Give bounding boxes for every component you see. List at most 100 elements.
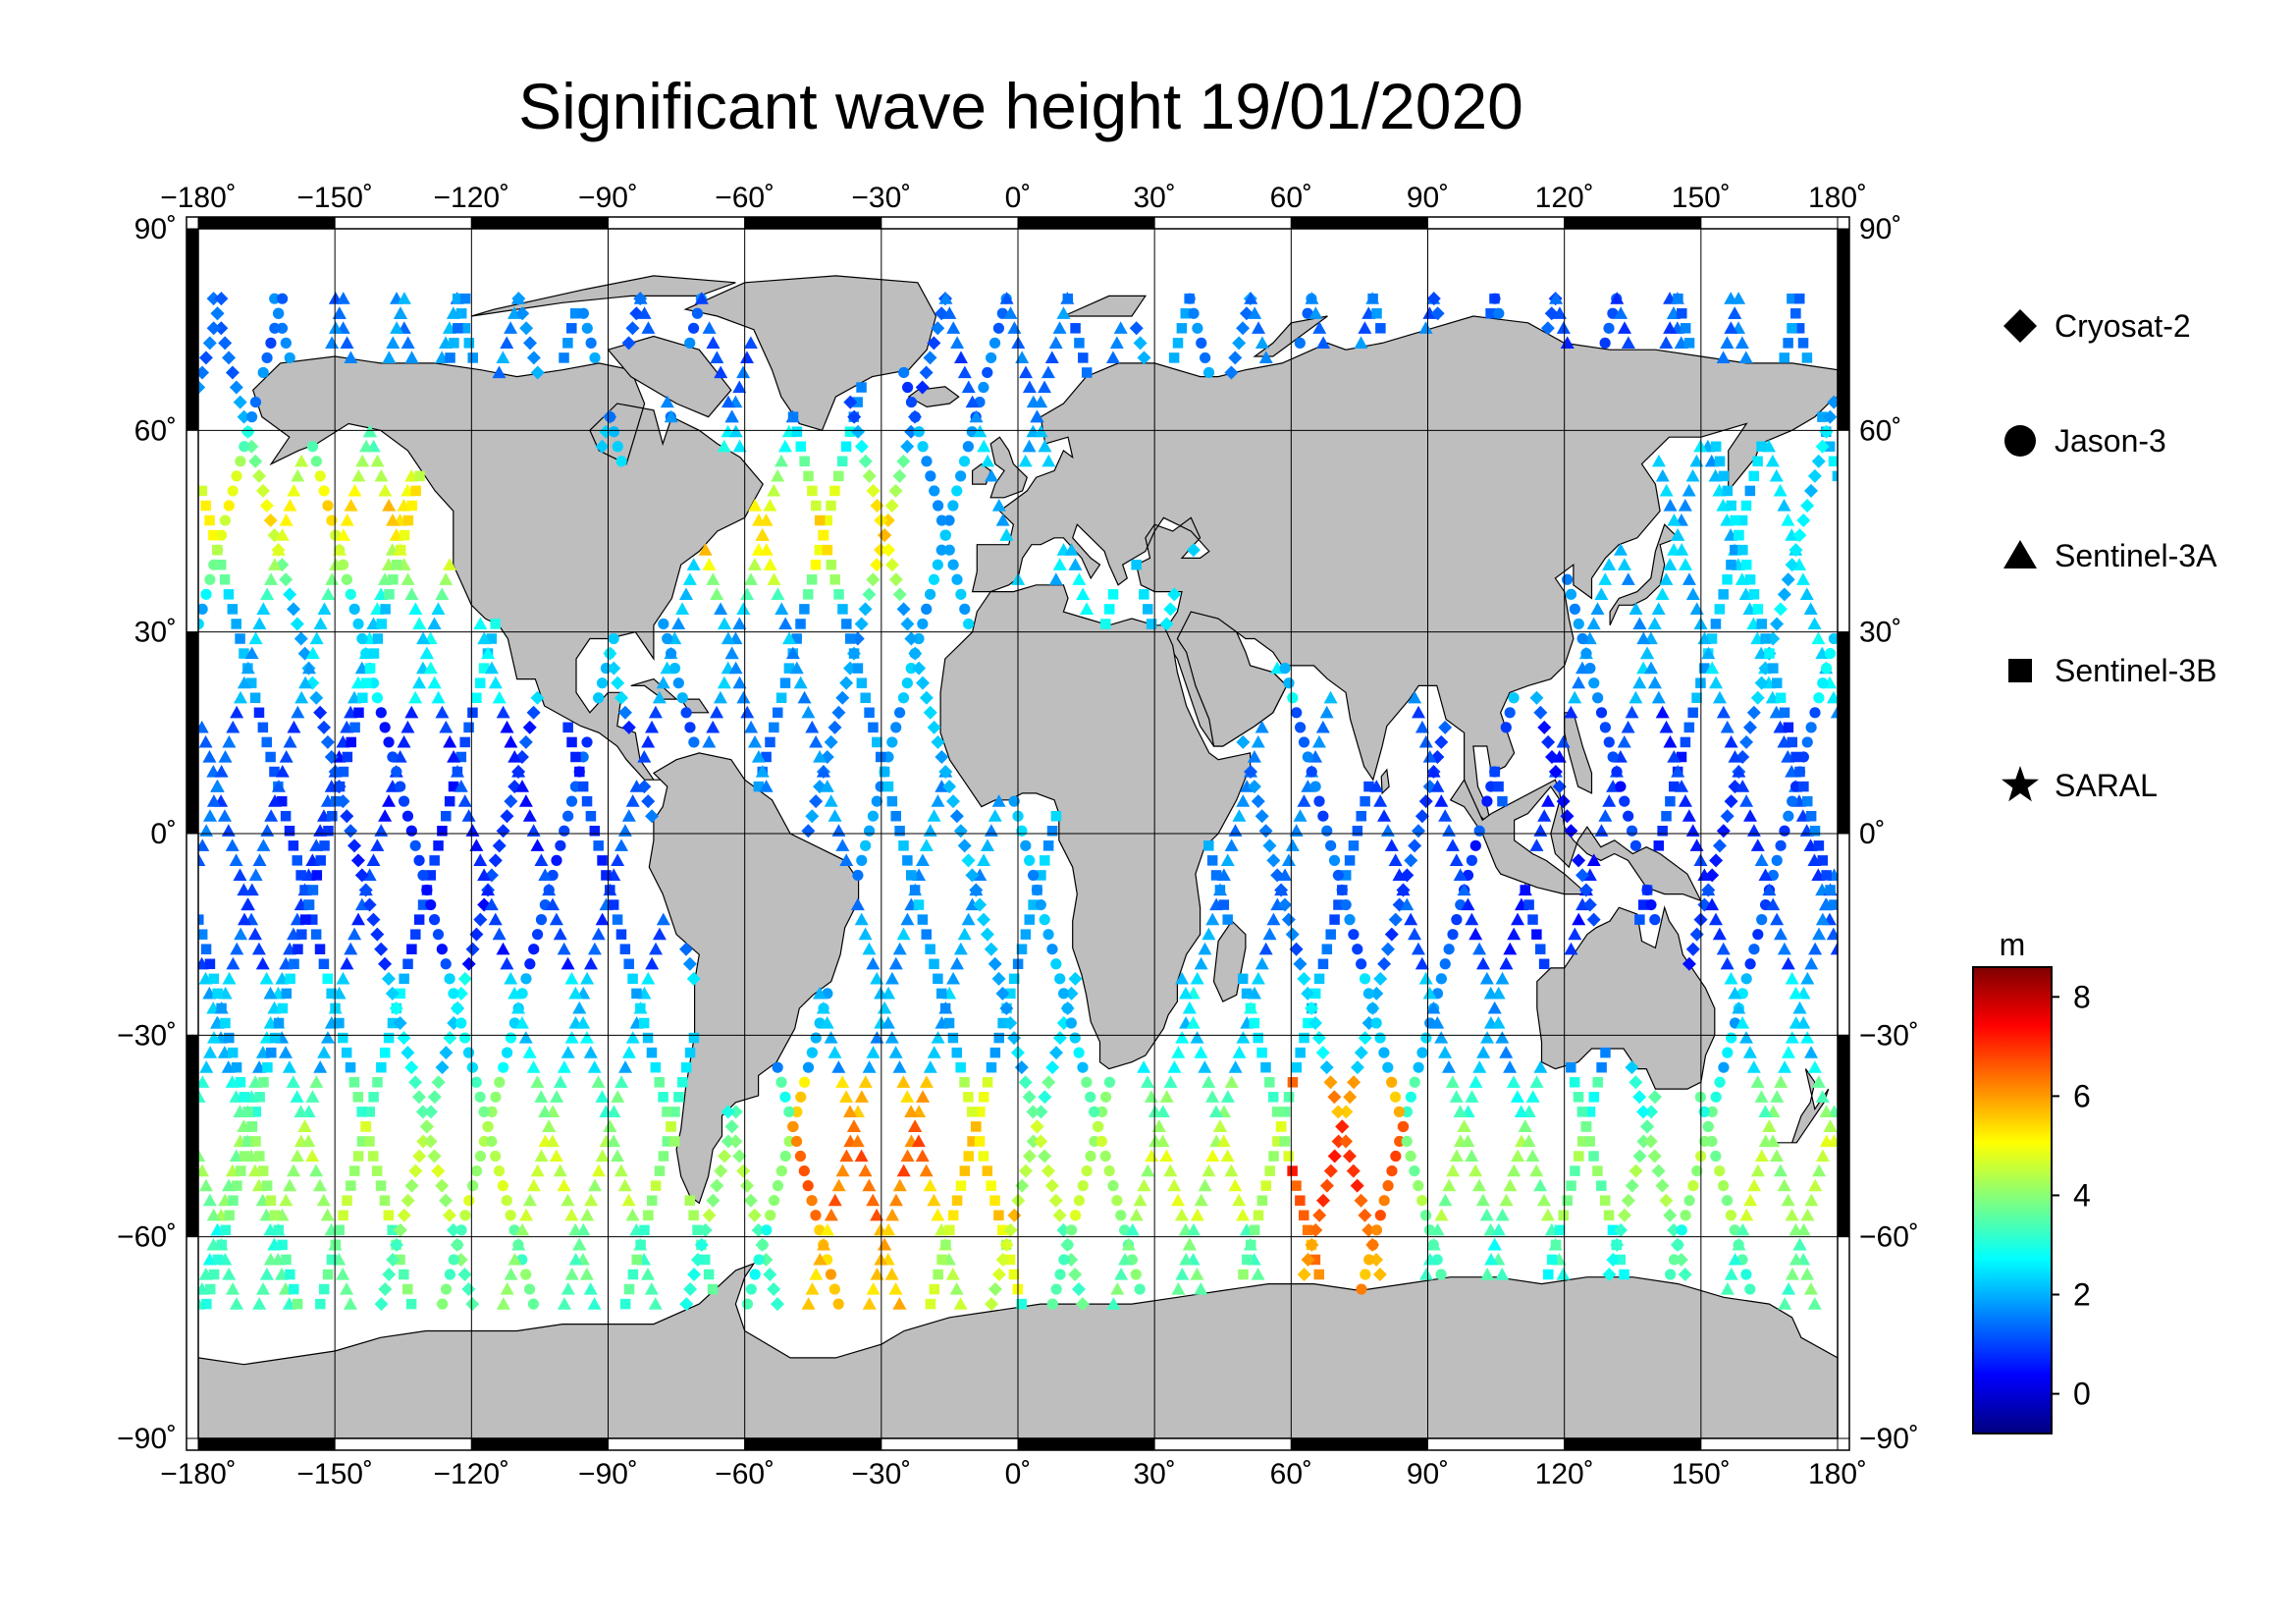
track-point <box>463 1195 475 1207</box>
track-point <box>1022 1090 1037 1105</box>
track-point <box>276 795 288 807</box>
track-point <box>492 839 507 853</box>
track-point <box>710 1178 724 1193</box>
track-point <box>1594 587 1609 600</box>
track-point <box>858 602 873 617</box>
track-point <box>974 1136 986 1147</box>
track-point <box>944 1224 955 1236</box>
track-point <box>1192 322 1203 334</box>
track-point <box>289 958 299 970</box>
track-point <box>1253 1032 1263 1044</box>
track-point <box>1716 824 1731 839</box>
track-point <box>455 307 467 319</box>
track-point <box>1714 1164 1726 1177</box>
track-point <box>389 1237 403 1252</box>
track-point <box>1779 352 1789 363</box>
track-point <box>1339 1134 1354 1149</box>
track-point <box>1619 1269 1629 1280</box>
track-point <box>763 1267 777 1281</box>
track-point <box>1340 870 1352 881</box>
track-point <box>1578 883 1593 897</box>
landmass-sri-lanka <box>1380 768 1390 795</box>
track-point <box>1380 942 1395 956</box>
track-point <box>317 602 332 615</box>
track-point <box>417 899 429 910</box>
track-point <box>196 485 208 497</box>
track-point <box>874 514 888 528</box>
track-point <box>534 1149 549 1163</box>
track-point <box>1356 810 1366 822</box>
track-point <box>347 839 362 853</box>
track-point <box>562 338 573 349</box>
track-point <box>1400 897 1415 911</box>
track-point <box>297 1119 312 1133</box>
track-point <box>368 1151 379 1162</box>
track-point <box>650 1061 662 1073</box>
track-point <box>286 602 300 617</box>
track-point <box>1680 736 1691 748</box>
track-point <box>1807 1060 1822 1073</box>
track-point <box>617 1178 632 1192</box>
track-point <box>210 780 225 792</box>
track-point <box>1679 558 1693 570</box>
track-point <box>1251 971 1265 985</box>
track-point <box>330 1239 342 1251</box>
track-point <box>248 631 263 645</box>
track-point <box>538 1105 553 1117</box>
track-point <box>360 677 372 688</box>
track-point <box>522 1193 537 1207</box>
track-point <box>435 587 450 600</box>
track-point <box>1734 529 1744 541</box>
track-point <box>1499 1046 1514 1058</box>
track-point <box>233 868 247 882</box>
track-point <box>584 1193 599 1207</box>
track-point <box>831 1178 846 1192</box>
track-point <box>860 692 871 703</box>
track-point <box>1701 646 1716 660</box>
track-point <box>493 1164 506 1177</box>
track-point <box>1077 1061 1089 1073</box>
track-point <box>1409 1164 1420 1177</box>
track-point <box>791 426 803 437</box>
track-point <box>1183 1237 1198 1251</box>
track-point <box>356 1136 368 1147</box>
track-point <box>267 558 282 570</box>
track-point <box>1750 690 1765 705</box>
track-point <box>870 1208 884 1221</box>
track-point <box>276 293 289 304</box>
track-point <box>1732 1001 1746 1014</box>
track-point <box>1562 1195 1573 1206</box>
track-point <box>321 587 336 600</box>
track-point <box>1205 912 1220 926</box>
track-point <box>595 912 610 926</box>
track-point <box>1129 321 1144 336</box>
track-point <box>813 749 828 763</box>
track-point <box>1413 1061 1424 1073</box>
track-point <box>1418 794 1433 809</box>
track-point <box>470 1076 482 1088</box>
track-point <box>360 647 372 660</box>
track-point <box>611 853 625 866</box>
track-point <box>293 944 303 954</box>
track-point <box>917 441 929 453</box>
track-point <box>879 766 890 778</box>
track-point <box>448 781 459 792</box>
track-point <box>824 734 838 749</box>
track-point <box>1430 1222 1445 1236</box>
track-point <box>1792 1237 1807 1251</box>
track-point <box>1580 647 1592 660</box>
track-point <box>1020 839 1032 851</box>
track-point <box>504 971 518 985</box>
track-point <box>1724 734 1738 748</box>
track-point <box>1811 1075 1826 1088</box>
track-point <box>957 839 972 853</box>
track-point <box>1201 927 1216 941</box>
track-point <box>1659 483 1674 497</box>
track-point <box>415 1105 430 1119</box>
track-point <box>1785 558 1799 572</box>
track-point <box>1434 1208 1449 1221</box>
track-point <box>829 574 840 585</box>
track-point <box>881 543 896 558</box>
track-point <box>743 336 758 349</box>
track-point <box>1232 1193 1247 1207</box>
